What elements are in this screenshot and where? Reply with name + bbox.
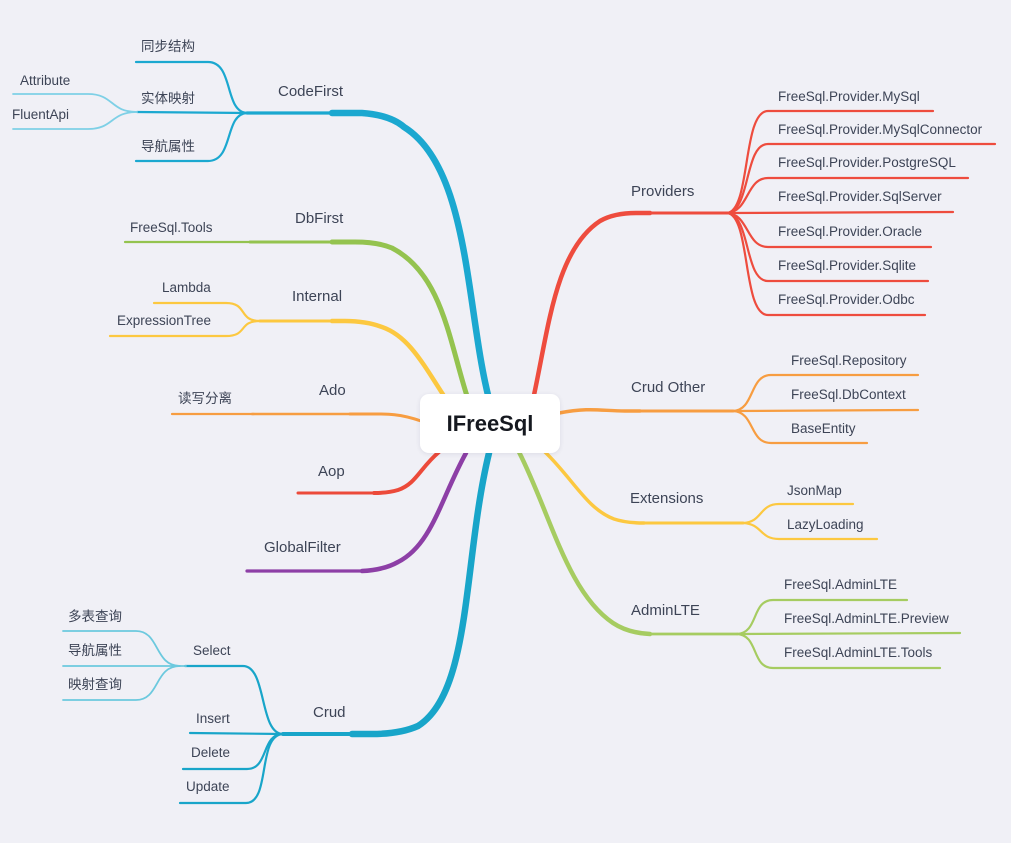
edge-mapping-query (62, 665, 181, 701)
node-crud[interactable]: Crud (313, 704, 346, 721)
edge-provider-sqlserver (725, 210, 955, 215)
edge-provider-odbc (725, 211, 927, 317)
branch-dbfirst-curve (329, 239, 470, 399)
edge-sync-structure (134, 60, 249, 115)
branch-internal-curve (329, 318, 447, 399)
node-provider-mysql[interactable]: FreeSql.Provider.MySql (778, 89, 920, 104)
node-select[interactable]: Select (193, 643, 231, 658)
node-root[interactable]: IFreeSql (420, 394, 560, 453)
node-navigation-query[interactable]: 导航属性 (68, 643, 122, 658)
node-jsonmap[interactable]: JsonMap (787, 483, 842, 498)
edge-navigation-property (134, 111, 249, 163)
node-expressiontree[interactable]: ExpressionTree (117, 313, 212, 328)
node-provider-postgresql[interactable]: FreeSql.Provider.PostgreSQL (778, 155, 956, 170)
edge-lazyloading (741, 521, 879, 541)
node-globalfilter[interactable]: GlobalFilter (264, 539, 341, 556)
edge-baseentity (731, 409, 869, 445)
node-dbfirst[interactable]: DbFirst (295, 210, 344, 227)
branch-aop-curve (372, 450, 441, 495)
edge-select (183, 664, 285, 736)
node-adminlte[interactable]: AdminLTE (631, 602, 700, 619)
node-adminlte-preview[interactable]: FreeSql.AdminLTE.Preview (784, 611, 949, 626)
node-insert[interactable]: Insert (196, 711, 230, 726)
branch-crud-curve (348, 449, 493, 738)
edge-lambda (152, 301, 262, 323)
node-multi-table-query[interactable]: 多表查询 (68, 609, 122, 624)
branch-crudother-curve (557, 407, 642, 415)
node-extensions[interactable]: Extensions (630, 490, 704, 507)
node-delete[interactable]: Delete (191, 745, 231, 760)
edge-repository (731, 373, 920, 413)
branch-ado-curve (348, 412, 423, 423)
node-codefirst[interactable]: CodeFirst (278, 83, 344, 100)
node-freesql-tools[interactable]: FreeSql.Tools (130, 220, 213, 235)
node-provider-sqlserver[interactable]: FreeSql.Provider.SqlServer (778, 189, 942, 204)
node-read-write-split[interactable]: 读写分离 (178, 391, 232, 406)
node-repository[interactable]: FreeSql.Repository (791, 353, 907, 368)
node-lambda[interactable]: Lambda (162, 280, 211, 295)
node-fluentapi[interactable]: FluentApi (12, 107, 70, 122)
branch-codefirst-curve (328, 109, 493, 403)
edge-expressiontree (108, 319, 262, 338)
branch-extensions-curve (543, 450, 646, 525)
node-adminlte-pkg[interactable]: FreeSql.AdminLTE (784, 577, 898, 592)
branch-globalfilter-curve (359, 450, 469, 574)
node-adminlte-tools[interactable]: FreeSql.AdminLTE.Tools (784, 645, 933, 660)
edge-adminlte-pkg (735, 598, 909, 636)
node-aop[interactable]: Aop (318, 463, 345, 480)
node-providers[interactable]: Providers (631, 183, 695, 200)
branch-providers-curve (531, 210, 653, 398)
edge-jsonmap (741, 502, 855, 525)
edge-multi-table-query (62, 630, 181, 667)
node-crud-other[interactable]: Crud Other (631, 379, 706, 396)
edge-provider-mysqlconnector (725, 142, 997, 215)
node-attribute[interactable]: Attribute (20, 73, 71, 88)
edge-update (178, 732, 285, 805)
edge-attribute (12, 93, 138, 113)
node-internal[interactable]: Internal (292, 288, 343, 305)
edge-fluentapi (12, 111, 138, 130)
node-provider-oracle[interactable]: FreeSql.Provider.Oracle (778, 224, 923, 239)
node-sync-structure[interactable]: 同步结构 (141, 39, 195, 54)
node-dbcontext[interactable]: FreeSql.DbContext (791, 387, 906, 402)
node-provider-sqlite[interactable]: FreeSql.Provider.Sqlite (778, 258, 917, 273)
node-lazyloading[interactable]: LazyLoading (787, 517, 864, 532)
edge-entity-mapping (135, 110, 249, 115)
edge-dbcontext (731, 408, 920, 413)
edge-insert (188, 731, 285, 736)
edge-provider-postgresql (725, 176, 970, 215)
node-update[interactable]: Update (186, 779, 230, 794)
edge-provider-mysql (725, 109, 935, 215)
node-mapping-query[interactable]: 映射查询 (68, 677, 122, 692)
node-navigation-property[interactable]: 导航属性 (141, 139, 195, 154)
node-entity-mapping[interactable]: 实体映射 (141, 91, 195, 106)
node-baseentity[interactable]: BaseEntity (791, 421, 856, 436)
node-ado[interactable]: Ado (319, 382, 346, 399)
node-provider-mysqlconnector[interactable]: FreeSql.Provider.MySqlConnector (778, 122, 983, 137)
node-provider-odbc[interactable]: FreeSql.Provider.Odbc (778, 292, 915, 307)
edge-adminlte-tools (735, 632, 942, 670)
branch-adminlte-curve (516, 449, 653, 637)
edge-adminlte-preview (735, 631, 962, 636)
